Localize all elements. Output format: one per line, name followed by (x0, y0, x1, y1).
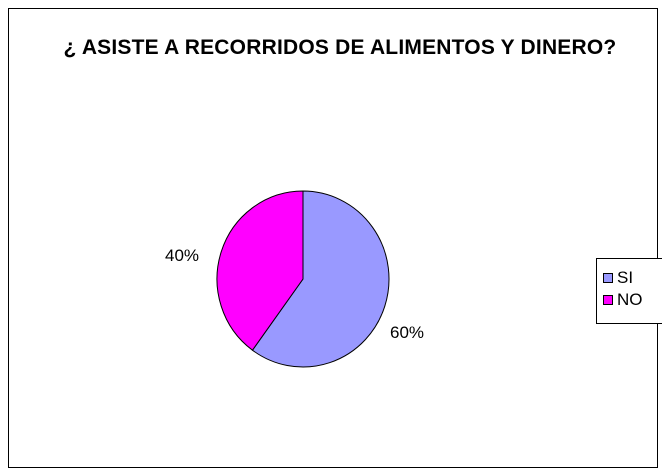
data-label-si: 60% (390, 323, 425, 342)
legend-label-si: SI (617, 268, 634, 287)
chart-title: ¿ ASISTE A RECORRIDOS DE ALIMENTOS Y DIN… (63, 36, 617, 59)
pie-slice-si (251, 190, 390, 368)
legend-swatch-no (603, 295, 613, 305)
data-label-no: 40% (165, 246, 200, 265)
legend-item-no: NO (597, 289, 662, 311)
legend: SI NO (596, 258, 662, 324)
legend-item-si: SI (597, 267, 662, 289)
legend-label-no: NO (617, 290, 643, 309)
legend-swatch-si (603, 273, 613, 283)
pie-slice-no (216, 190, 304, 351)
